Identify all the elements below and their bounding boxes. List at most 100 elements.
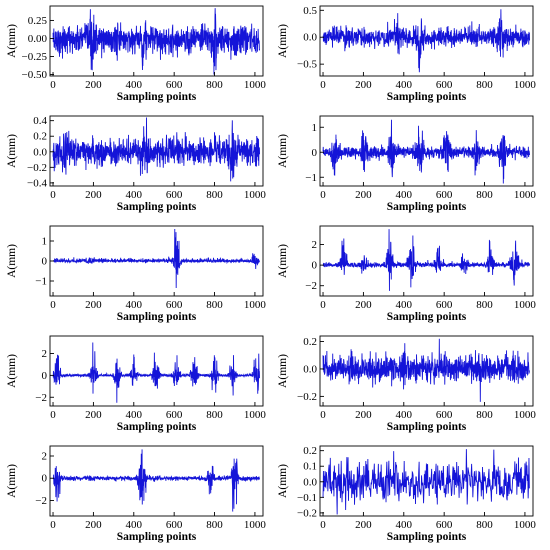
plot-frame xyxy=(319,445,534,517)
chart-panel-10: 0 200 400 600 800 1000 0.2 0.1 0.0 −0.1 −0.2 Sampli… xyxy=(277,445,536,543)
y-tick-label: −0.2 xyxy=(27,162,47,174)
x-tick-label: 400 xyxy=(126,79,143,91)
x-tick-label: 400 xyxy=(396,189,413,201)
x-axis-label: Sampling points xyxy=(387,311,467,323)
y-tick-label: 0.1 xyxy=(303,461,317,473)
y-axis-label: A(mm) xyxy=(277,464,289,498)
x-tick-label: 800 xyxy=(206,519,223,531)
y-tick-label: 0.0 xyxy=(303,32,317,44)
y-tick-label: 0.2 xyxy=(33,131,47,143)
x-tick-label: 1000 xyxy=(514,79,537,91)
y-tick-label: 1 xyxy=(42,236,48,248)
x-tick-label: 400 xyxy=(126,409,143,421)
x-tick-label: 1000 xyxy=(244,409,267,421)
x-tick-label: 0 xyxy=(320,189,326,201)
y-tick-label: −0.2 xyxy=(297,391,317,403)
x-tick-label: 200 xyxy=(355,299,372,311)
x-tick-label: 1000 xyxy=(514,189,537,201)
plot-frame xyxy=(49,335,264,407)
plot-frame xyxy=(319,225,534,297)
x-tick-label: 600 xyxy=(436,519,453,531)
x-tick-label: 0 xyxy=(50,409,56,421)
y-tick-label: 0.2 xyxy=(303,445,317,457)
y-tick-label: −0.50 xyxy=(22,69,48,81)
plot-frame xyxy=(49,445,264,517)
y-axis-label: A(mm) xyxy=(277,354,289,388)
chart-panel-8: 0 200 400 600 800 1000 0.2 0.0 −0.2 Sampling poin… xyxy=(277,335,537,433)
x-tick-label: 800 xyxy=(476,189,493,201)
y-tick-label: 0.0 xyxy=(33,146,47,158)
signal-line-9 xyxy=(52,449,261,512)
x-tick-label: 200 xyxy=(85,409,102,421)
y-axis-label: A(mm) xyxy=(277,134,289,168)
y-tick-label: −0.2 xyxy=(297,507,317,519)
x-tick-label: 200 xyxy=(85,79,102,91)
x-tick-label: 200 xyxy=(355,409,372,421)
x-axis-label: Sampling points xyxy=(117,531,197,543)
x-tick-label: 200 xyxy=(85,189,102,201)
signal-line-4 xyxy=(322,119,531,184)
x-tick-label: 800 xyxy=(476,79,493,91)
signal-line-5 xyxy=(52,228,261,289)
x-tick-label: 0 xyxy=(320,519,326,531)
x-tick-label: 600 xyxy=(166,79,183,91)
x-axis-label: Sampling points xyxy=(387,91,467,103)
x-tick-label: 600 xyxy=(166,409,183,421)
y-tick-label: 0 xyxy=(42,256,48,268)
y-tick-label: −0.4 xyxy=(27,177,47,189)
y-axis-label: A(mm) xyxy=(6,464,18,498)
signal-line-1 xyxy=(52,8,261,75)
x-tick-label: 800 xyxy=(206,79,223,91)
x-tick-label: 1000 xyxy=(244,189,267,201)
y-tick-label: −0.25 xyxy=(22,51,48,63)
x-tick-label: 600 xyxy=(436,299,453,311)
y-tick-label: 0.5 xyxy=(303,5,317,17)
x-tick-label: 200 xyxy=(355,79,372,91)
x-tick-label: 0 xyxy=(50,519,56,531)
x-tick-label: 800 xyxy=(476,519,493,531)
y-tick-label: −1 xyxy=(35,276,47,288)
x-tick-label: 400 xyxy=(396,519,413,531)
x-tick-label: 800 xyxy=(476,299,493,311)
signal-line-7 xyxy=(52,342,261,403)
x-tick-label: 1000 xyxy=(514,409,537,421)
x-tick-label: 0 xyxy=(320,79,326,91)
y-tick-label: 0 xyxy=(42,370,48,382)
y-tick-label: 2 xyxy=(42,451,48,463)
x-tick-label: 1000 xyxy=(244,299,267,311)
x-tick-label: 600 xyxy=(166,519,183,531)
plot-frame xyxy=(319,5,534,77)
y-tick-label: −1 xyxy=(305,172,317,184)
x-tick-label: 0 xyxy=(320,409,326,421)
y-tick-label: 0 xyxy=(42,473,48,485)
y-tick-label: 0.0 xyxy=(303,476,317,488)
y-tick-label: 0.4 xyxy=(33,115,47,127)
y-axis-label: A(mm) xyxy=(6,24,18,58)
plot-frame xyxy=(319,115,534,187)
x-tick-label: 1000 xyxy=(244,519,267,531)
y-tick-label: 2 xyxy=(42,348,48,360)
y-tick-label: −2 xyxy=(35,495,47,507)
x-axis-label: Sampling points xyxy=(387,531,467,543)
y-tick-label: 0 xyxy=(312,147,318,159)
signal-line-8 xyxy=(322,338,530,402)
x-axis-label: Sampling points xyxy=(387,421,467,433)
x-tick-label: 400 xyxy=(396,79,413,91)
y-axis-label: A(mm) xyxy=(6,354,18,388)
y-tick-label: 0 xyxy=(312,260,318,272)
signal-line-6 xyxy=(322,229,531,291)
y-axis-label: A(mm) xyxy=(6,244,18,278)
x-tick-label: 800 xyxy=(476,409,493,421)
y-tick-label: 0.2 xyxy=(303,336,317,348)
y-tick-label: −0.1 xyxy=(297,492,317,504)
x-axis-label: Sampling points xyxy=(117,201,197,213)
y-tick-label: −2 xyxy=(305,280,317,292)
y-tick-label: 1 xyxy=(312,122,318,134)
x-axis-label: Sampling points xyxy=(117,91,197,103)
x-tick-label: 200 xyxy=(85,519,102,531)
y-tick-label: −0.5 xyxy=(297,59,317,71)
x-tick-label: 400 xyxy=(396,299,413,311)
x-tick-label: 600 xyxy=(166,189,183,201)
